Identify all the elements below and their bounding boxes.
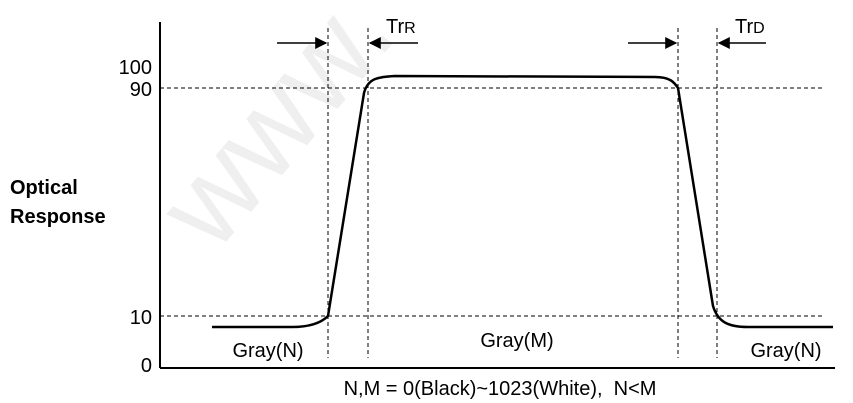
region-label-left: Gray(N) bbox=[232, 340, 303, 362]
y-axis-title-line2: Response bbox=[10, 206, 106, 228]
watermark-text: www. bbox=[132, 0, 420, 272]
decay-time-label: TrD bbox=[735, 16, 765, 38]
region-label-middle: Gray(M) bbox=[480, 330, 553, 352]
caption: N,M = 0(Black)~1023(White), N<M bbox=[344, 378, 657, 400]
tick-label-10: 10 bbox=[130, 307, 152, 329]
y-axis-title-line1: Optical bbox=[10, 177, 78, 199]
optical-response-curve bbox=[212, 74, 833, 329]
tick-label-0: 0 bbox=[141, 355, 152, 377]
rise-time-label: TrR bbox=[386, 16, 416, 38]
tick-label-90: 90 bbox=[130, 79, 152, 101]
region-label-right: Gray(N) bbox=[750, 340, 821, 362]
tick-label-100: 100 bbox=[119, 57, 152, 79]
